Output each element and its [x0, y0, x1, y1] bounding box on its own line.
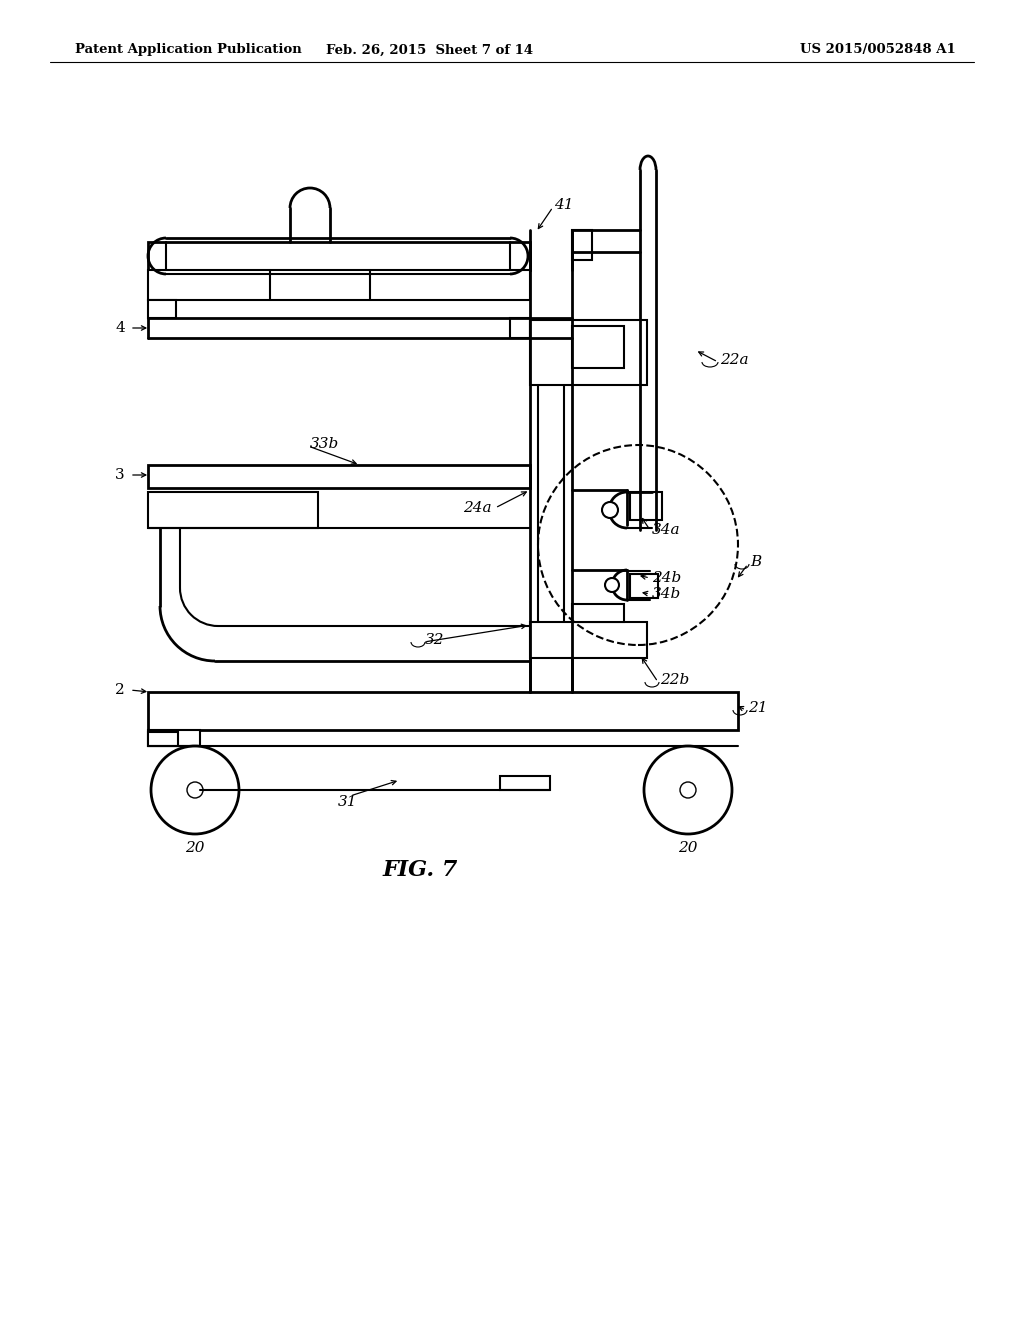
- Circle shape: [151, 746, 239, 834]
- Bar: [630, 492, 662, 520]
- Text: Patent Application Publication: Patent Application Publication: [75, 44, 302, 57]
- Text: 3: 3: [116, 469, 125, 482]
- Text: 24b: 24b: [652, 572, 681, 585]
- Bar: [148, 242, 530, 271]
- Text: 2: 2: [116, 682, 125, 697]
- Bar: [572, 230, 592, 260]
- Bar: [530, 622, 647, 657]
- Text: 22a: 22a: [720, 352, 749, 367]
- Bar: [148, 692, 738, 730]
- Bar: [148, 733, 178, 746]
- Text: 20: 20: [185, 841, 205, 855]
- Circle shape: [644, 746, 732, 834]
- Text: 31: 31: [338, 795, 357, 809]
- Text: 4: 4: [116, 321, 125, 335]
- Bar: [148, 271, 530, 300]
- Bar: [572, 605, 624, 622]
- Text: B: B: [750, 554, 761, 569]
- Bar: [630, 574, 658, 598]
- Bar: [530, 319, 647, 385]
- Text: Feb. 26, 2015  Sheet 7 of 14: Feb. 26, 2015 Sheet 7 of 14: [327, 44, 534, 57]
- Circle shape: [680, 781, 696, 799]
- Text: 32: 32: [425, 634, 444, 647]
- Circle shape: [602, 502, 618, 517]
- Text: FIG. 7: FIG. 7: [382, 859, 458, 880]
- Bar: [510, 318, 530, 338]
- Text: US 2015/0052848 A1: US 2015/0052848 A1: [800, 44, 955, 57]
- Text: 34a: 34a: [652, 523, 681, 537]
- Text: 20: 20: [678, 841, 697, 855]
- Bar: [148, 492, 318, 528]
- Text: 41: 41: [554, 198, 573, 213]
- Bar: [500, 776, 550, 789]
- Bar: [148, 730, 200, 746]
- Text: 21: 21: [748, 701, 768, 715]
- Circle shape: [187, 781, 203, 799]
- Bar: [148, 465, 530, 488]
- Bar: [572, 326, 624, 368]
- Text: 22b: 22b: [660, 673, 689, 686]
- Circle shape: [605, 578, 618, 591]
- Text: 34b: 34b: [652, 587, 681, 601]
- Text: 33b: 33b: [310, 437, 339, 451]
- Bar: [148, 300, 176, 318]
- Text: 24a: 24a: [464, 502, 492, 515]
